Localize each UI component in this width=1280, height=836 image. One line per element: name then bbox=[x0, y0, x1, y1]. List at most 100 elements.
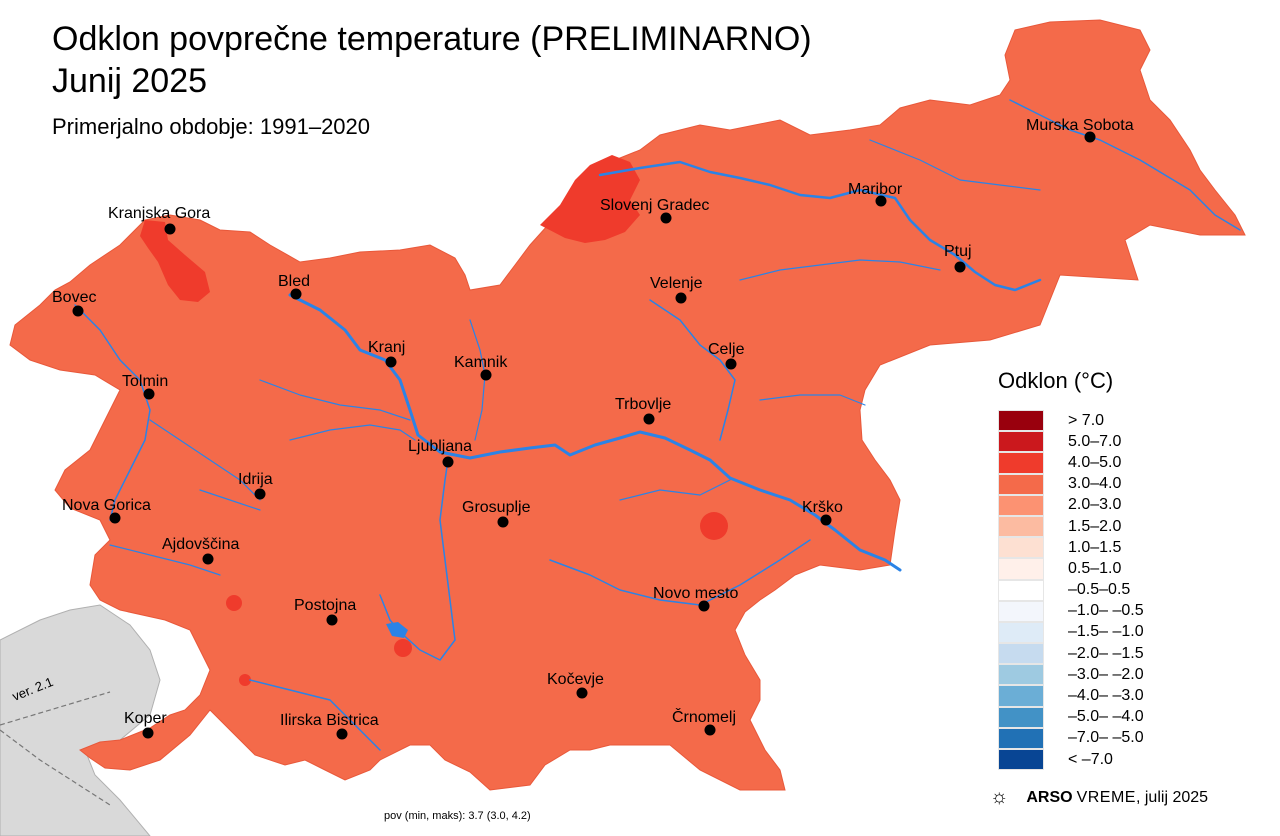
legend-class: 5.0–7.0 bbox=[998, 431, 1144, 453]
city-marker bbox=[1084, 131, 1096, 143]
city-label: Idrija bbox=[238, 471, 273, 488]
hot-anomaly-area bbox=[239, 674, 251, 686]
river-vipava bbox=[109, 544, 221, 576]
legend-label: –0.5–0.5 bbox=[1068, 581, 1131, 599]
city-label: Krško bbox=[802, 499, 843, 516]
hot-anomaly-area bbox=[700, 512, 728, 540]
legend-class: –5.0– –4.0 bbox=[998, 706, 1144, 728]
city-label: Novo mesto bbox=[653, 585, 738, 602]
city-marker bbox=[643, 413, 655, 425]
city-marker bbox=[143, 388, 155, 400]
neighbour-area bbox=[0, 604, 161, 836]
city-marker bbox=[290, 288, 302, 300]
hot-anomaly-area bbox=[540, 155, 640, 243]
legend-class: –0.5–0.5 bbox=[998, 579, 1144, 601]
legend-class: –1.0– –0.5 bbox=[998, 600, 1144, 622]
city-label: Ptuj bbox=[944, 243, 972, 260]
city-label: Velenje bbox=[650, 275, 703, 292]
hot-anomaly-area bbox=[140, 220, 210, 302]
city-marker bbox=[202, 553, 214, 565]
footnote: pov (min, maks): 3.7 (3.0, 4.2) bbox=[384, 810, 531, 822]
legend-label: 2.0–3.0 bbox=[1068, 496, 1122, 514]
legend-swatch bbox=[998, 431, 1044, 453]
legend-label: –1.5– –1.0 bbox=[1068, 623, 1144, 641]
river-savinja bbox=[649, 299, 736, 441]
city-marker bbox=[72, 305, 84, 317]
river-mura bbox=[1009, 99, 1241, 231]
credit: ☼ ARSO VREME , julij 2025 bbox=[990, 786, 1208, 809]
legend-label: 1.0–1.5 bbox=[1068, 538, 1122, 556]
city-marker bbox=[326, 614, 338, 626]
legend-swatch bbox=[998, 643, 1044, 665]
river-soca bbox=[74, 304, 151, 521]
hot-anomaly-area bbox=[394, 639, 412, 657]
legend-swatch bbox=[998, 410, 1044, 432]
title-line-1: Odklon povprečne temperature (PRELIMINAR… bbox=[52, 20, 812, 58]
city-label: Postojna bbox=[294, 597, 356, 614]
legend: Odklon (°C) > 7.0 5.0–7.0 4.0–5.0 3.0–4.0 2.… bbox=[998, 368, 1144, 771]
brand-rest: VREME bbox=[1076, 788, 1136, 806]
legend-swatch bbox=[998, 685, 1044, 707]
city-marker bbox=[109, 512, 121, 524]
map-subtitle: Primerjalno obdobje: 1991–2020 bbox=[52, 114, 371, 139]
city-label: Črnomelj bbox=[672, 707, 736, 726]
city-marker bbox=[698, 600, 710, 612]
river-krka bbox=[549, 539, 811, 606]
legend-swatch bbox=[998, 600, 1044, 622]
legend-class: 2.0–3.0 bbox=[998, 494, 1144, 516]
river-sava bbox=[288, 293, 902, 572]
legend-swatch bbox=[998, 727, 1044, 749]
city-label: Tolmin bbox=[122, 373, 168, 390]
legend-swatch bbox=[998, 579, 1044, 601]
city-label: Nova Gorica bbox=[62, 497, 151, 514]
city-marker bbox=[875, 195, 887, 207]
city-label: Kamnik bbox=[454, 354, 508, 371]
legend-class: 3.0–4.0 bbox=[998, 473, 1144, 495]
city-marker bbox=[385, 356, 397, 368]
sun-icon: ☼ bbox=[990, 786, 1009, 808]
city-label: Bled bbox=[278, 273, 310, 290]
legend-class: –7.0– –5.0 bbox=[998, 727, 1144, 749]
city-marker bbox=[442, 456, 454, 468]
city-marker bbox=[480, 369, 492, 381]
city-marker bbox=[820, 514, 832, 526]
legend-class: 4.0–5.0 bbox=[998, 452, 1144, 474]
legend-swatch bbox=[998, 515, 1044, 538]
city-marker bbox=[704, 724, 716, 736]
legend-class: –1.5– –1.0 bbox=[998, 621, 1144, 644]
legend-label: 3.0–4.0 bbox=[1068, 475, 1122, 493]
city-label: Kranj bbox=[368, 339, 405, 356]
legend-label: < –7.0 bbox=[1068, 750, 1113, 768]
city-markers: Murska Sobota Maribor Slovenj Gradec Kranjs… bbox=[52, 117, 1134, 740]
legend-label: 0.5–1.0 bbox=[1068, 559, 1122, 577]
legend-class: –3.0– –2.0 bbox=[998, 664, 1144, 686]
legend-swatch bbox=[998, 664, 1044, 686]
city-label: Bovec bbox=[52, 289, 96, 306]
legend-class: 0.5–1.0 bbox=[998, 558, 1144, 580]
legend-class: < –7.0 bbox=[998, 749, 1144, 771]
legend-label: –1.0– –0.5 bbox=[1068, 602, 1144, 620]
legend-swatch bbox=[998, 473, 1044, 495]
hot-anomaly-area bbox=[226, 595, 242, 611]
legend-label: –3.0– –2.0 bbox=[1068, 665, 1144, 683]
city-label: Maribor bbox=[848, 181, 903, 198]
legend-swatch bbox=[998, 537, 1044, 559]
legend-label: –5.0– –4.0 bbox=[1068, 708, 1144, 726]
legend-label: > 7.0 bbox=[1068, 411, 1105, 429]
city-label: Grosuplje bbox=[462, 499, 531, 516]
river-dravinja bbox=[739, 259, 941, 281]
border-dash bbox=[0, 691, 111, 806]
legend-class: –4.0– –3.0 bbox=[998, 685, 1144, 707]
river-tributary bbox=[289, 424, 416, 441]
legend-label: –2.0– –1.5 bbox=[1068, 644, 1144, 662]
legend-swatch bbox=[998, 621, 1044, 644]
legend-label: –4.0– –3.0 bbox=[1068, 687, 1144, 705]
legend-class: > 7.0 bbox=[998, 410, 1144, 432]
legend-title: Odklon (°C) bbox=[998, 368, 1114, 393]
title-line-2: Junij 2025 bbox=[52, 62, 208, 100]
lake bbox=[386, 622, 408, 638]
river-drava bbox=[598, 160, 1042, 292]
legend-label: 5.0–7.0 bbox=[1068, 432, 1122, 450]
legend-label: 4.0–5.0 bbox=[1068, 453, 1122, 471]
